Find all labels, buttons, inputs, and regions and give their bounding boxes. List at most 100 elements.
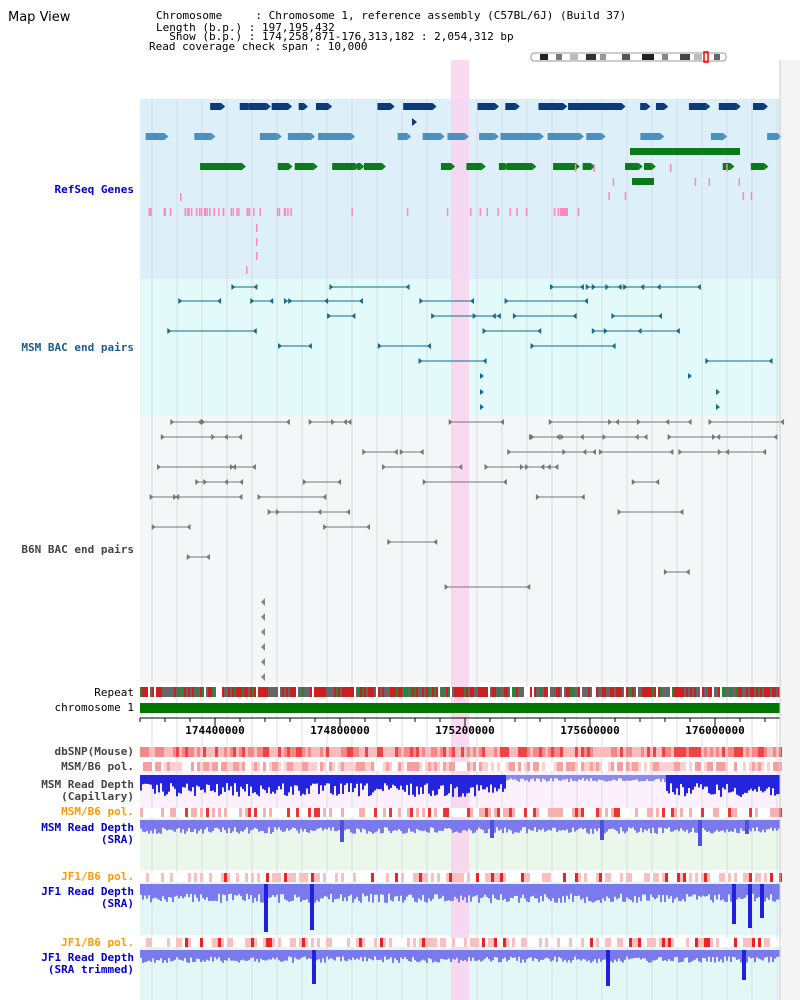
- gene-feature: [479, 133, 495, 140]
- polymorphism-cell: [464, 808, 467, 817]
- read-depth-bar: [650, 884, 652, 895]
- dbsnp-density-cell: [536, 747, 539, 757]
- polymorphism-cell: [701, 808, 704, 817]
- read-depth-bar: [692, 820, 694, 828]
- repeat-segment: [474, 687, 476, 697]
- polymorphism-cell: [407, 762, 410, 771]
- read-depth-bar: [772, 884, 774, 902]
- read-depth-bar: [550, 950, 552, 962]
- dbsnp-density-cell: [158, 747, 161, 757]
- polymorphism-cell: [395, 873, 398, 882]
- polymorphism-cell: [656, 762, 659, 771]
- read-depth-bar: [418, 950, 420, 963]
- read-depth-bar: [656, 775, 658, 779]
- read-depth-bar: [182, 820, 184, 830]
- gene-strand-arrow: [515, 103, 520, 110]
- read-depth-bar: [146, 884, 148, 899]
- bac-end: [261, 658, 265, 666]
- polymorphism-cell: [482, 873, 485, 882]
- dbsnp-density-cell: [665, 747, 668, 757]
- read-depth-bar: [308, 820, 310, 833]
- read-depth-bar: [718, 884, 720, 895]
- read-depth-bar: [512, 820, 514, 834]
- right-margin: [780, 60, 800, 1000]
- read-depth-bar: [602, 950, 604, 960]
- polymorphism-cell: [647, 808, 650, 817]
- read-depth-bar: [304, 820, 306, 829]
- polymorphism-cell: [698, 808, 701, 817]
- repeat-segment: [258, 687, 260, 697]
- polymorphism-cell: [434, 938, 437, 947]
- polymorphism-cell: [344, 938, 347, 947]
- read-depth-bar: [630, 775, 632, 781]
- polymorphism-cell: [245, 762, 248, 771]
- polymorphism-cell: [293, 873, 296, 882]
- polymorphism-cell: [488, 938, 491, 947]
- read-depth-bar: [468, 884, 470, 896]
- read-depth-bar: [178, 775, 180, 793]
- read-depth-bar: [362, 775, 364, 790]
- polymorphism-cell: [389, 762, 392, 771]
- read-depth-bar: [772, 950, 774, 963]
- polymorphism-cell: [413, 873, 416, 882]
- polymorphism-cell: [530, 762, 533, 771]
- read-depth-bar: [416, 950, 418, 962]
- polymorphism-cell: [299, 873, 302, 882]
- polymorphism-cell: [605, 938, 608, 947]
- refseq-minor-mark: [276, 208, 279, 216]
- polymorphism-cell: [275, 938, 278, 947]
- gene-feature: [200, 163, 217, 170]
- polymorphism-cell: [518, 762, 521, 771]
- read-depth-bar: [158, 820, 160, 833]
- polymorphism-cell: [248, 938, 251, 947]
- polymorphism-cell: [614, 938, 617, 947]
- read-depth-bar: [676, 950, 678, 957]
- read-depth-bar: [774, 950, 776, 959]
- read-depth-bar: [580, 775, 582, 780]
- read-depth-bar: [656, 820, 658, 834]
- track-label-refseq-genes[interactable]: RefSeq Genes: [54, 183, 134, 196]
- dbsnp-density-cell: [161, 747, 164, 757]
- refseq-minor-mark: [195, 208, 198, 216]
- read-depth-bar: [498, 950, 500, 963]
- dbsnp-density-cell: [506, 747, 509, 757]
- read-depth-bar: [316, 950, 318, 961]
- read-depth-bar: [356, 884, 358, 897]
- bac-end: [675, 328, 680, 334]
- read-depth-bar: [446, 950, 448, 960]
- track-label-msm-bac[interactable]: MSM BAC end pairs: [21, 341, 134, 354]
- gene-strand-arrow: [763, 103, 768, 110]
- read-depth-bar: [530, 884, 532, 897]
- read-depth-bar: [208, 820, 210, 832]
- read-depth-bar: [376, 775, 378, 789]
- polymorphism-cell: [575, 808, 578, 817]
- read-depth-bar: [528, 950, 530, 958]
- read-depth-bar: [144, 884, 146, 896]
- bac-end: [175, 494, 180, 500]
- track-label-b6n-bac[interactable]: B6N BAC end pairs: [21, 543, 134, 556]
- read-depth-bar: [574, 820, 576, 832]
- read-depth-bar: [552, 775, 554, 782]
- gene-feature: [582, 163, 591, 170]
- read-depth-bar: [304, 884, 306, 900]
- read-depth-bar: [358, 775, 360, 797]
- polymorphism-cell: [617, 762, 620, 771]
- read-depth-bar: [180, 950, 182, 960]
- repeat-segment: [328, 687, 330, 697]
- repeat-segment: [626, 687, 628, 697]
- read-depth-bar: [690, 950, 692, 963]
- polymorphism-cell: [266, 808, 269, 817]
- polymorphism-cell: [275, 873, 278, 882]
- read-depth-bar: [204, 884, 206, 900]
- read-depth-bar: [224, 950, 226, 961]
- read-depth-bar: [542, 884, 544, 902]
- gene-strand-arrow: [381, 163, 386, 170]
- polymorphism-cell: [455, 938, 458, 947]
- read-depth-bar: [738, 820, 740, 834]
- read-depth-bar: [562, 820, 564, 830]
- read-depth-bar: [776, 950, 778, 957]
- read-depth-bar: [174, 950, 176, 960]
- polymorphism-cell: [218, 762, 221, 771]
- read-depth-bar: [286, 950, 288, 961]
- polymorphism-cell: [650, 938, 653, 947]
